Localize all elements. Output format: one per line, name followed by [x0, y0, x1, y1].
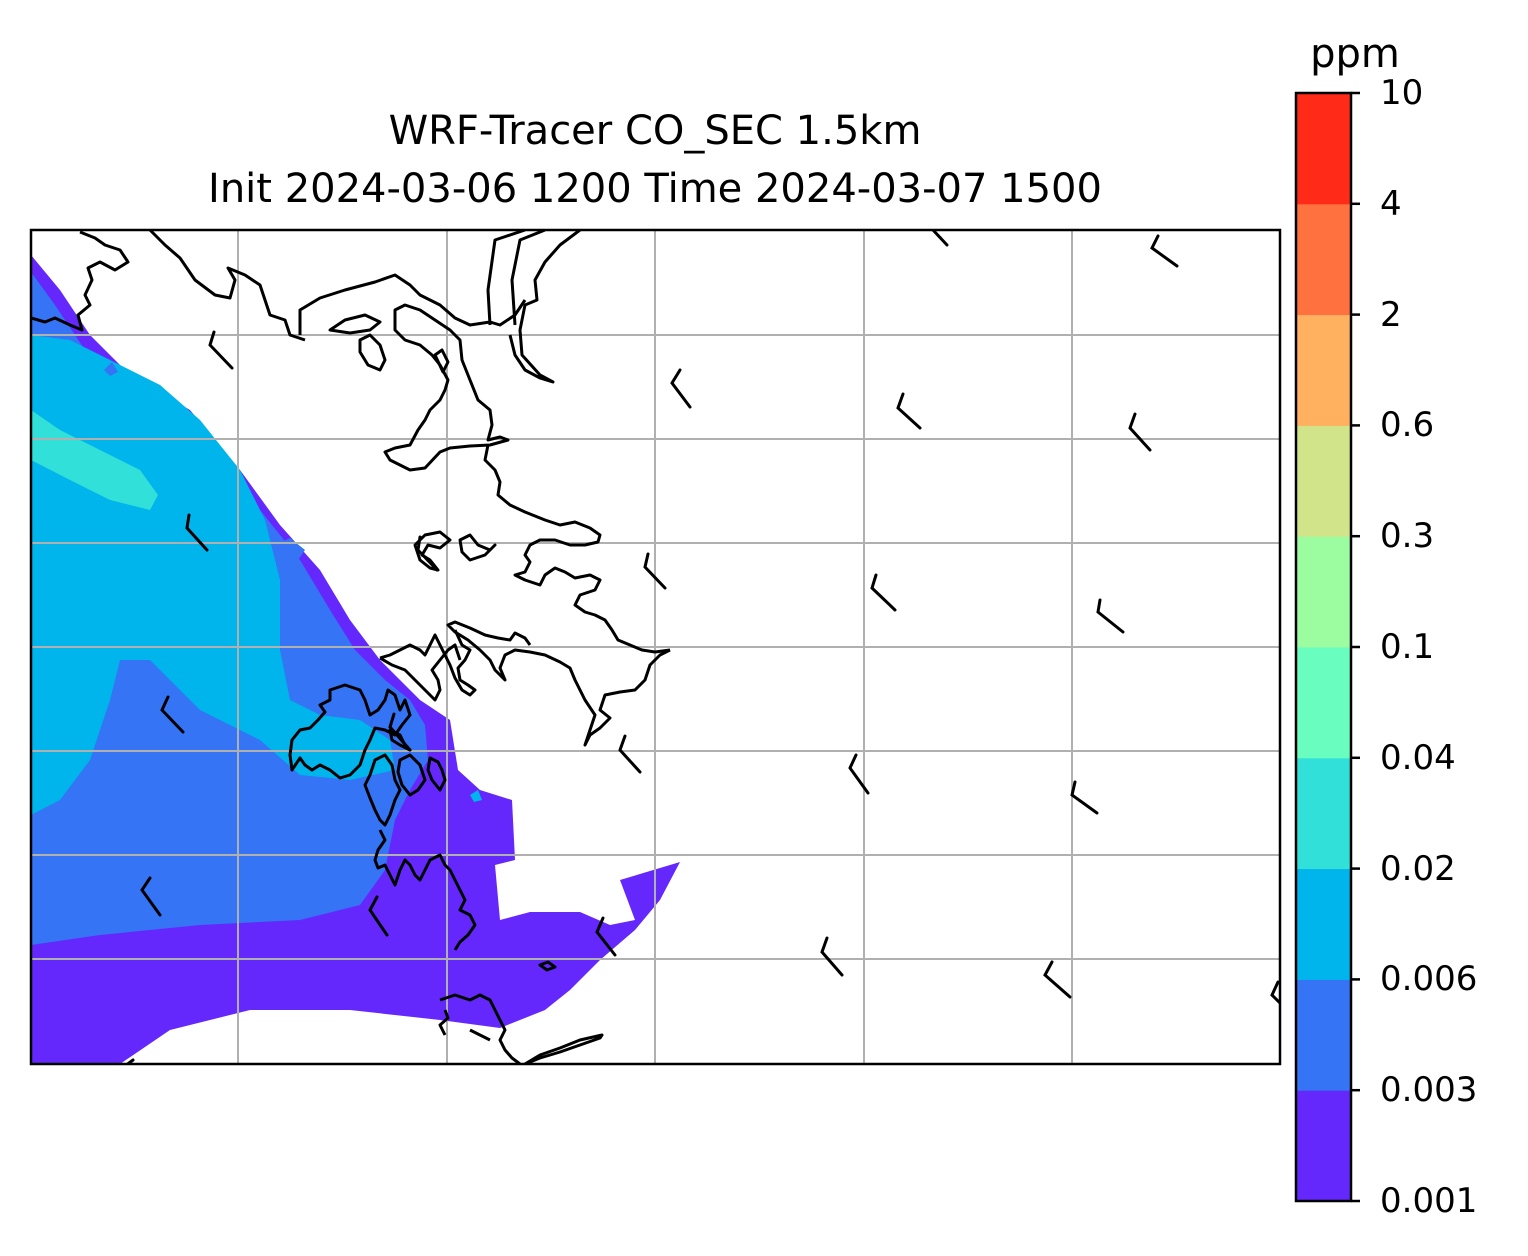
coastlines — [31, 230, 671, 1064]
wind-barb — [1043, 960, 1072, 999]
colorbar-segment — [1296, 647, 1351, 759]
wind-barbs — [125, 230, 1280, 1064]
colorbar-tick-label: 0.04 — [1380, 737, 1456, 778]
wind-barb — [896, 392, 922, 430]
gridlines — [31, 230, 1280, 1064]
wind-barb — [1096, 598, 1125, 634]
colorbar-segment — [1296, 93, 1351, 205]
wind-barb — [820, 936, 844, 977]
map-title-line1: WRF-Tracer CO_SEC 1.5km — [388, 108, 922, 154]
contour-band-0.006-bay — [470, 790, 482, 802]
wind-barb — [388, 712, 412, 752]
tracer-concentration-fill — [31, 255, 680, 1064]
wind-barb — [643, 552, 667, 590]
wind-barb — [931, 230, 949, 247]
wind-barb — [618, 734, 642, 774]
wind-barb — [870, 573, 897, 612]
colorbar-tick-label: 0.3 — [1380, 516, 1435, 557]
colorbar-unit-label: ppm — [1310, 31, 1400, 77]
colorbar-tick-label: 0.6 — [1380, 405, 1435, 446]
contour-band-0.02 — [31, 410, 158, 510]
wind-barb — [1270, 980, 1280, 1005]
wind-barb — [595, 916, 617, 957]
colorbar-segment — [1296, 868, 1351, 980]
wind-barb — [140, 876, 162, 917]
colorbar-tick-label: 0.003 — [1380, 1070, 1478, 1111]
map-frame — [29, 228, 1282, 1066]
wind-barb — [1070, 780, 1099, 815]
wind-barb — [1128, 412, 1152, 452]
wind-barb — [1150, 234, 1179, 268]
wind-barb — [368, 895, 389, 937]
wind-barb — [848, 753, 870, 795]
colorbar-tick-label: 0.1 — [1380, 627, 1435, 667]
colorbar-segment — [1296, 314, 1351, 426]
colorbar-tick-label: 10 — [1380, 73, 1424, 113]
colorbar-tick-label: 0.02 — [1380, 848, 1456, 889]
colorbar-segment — [1296, 979, 1351, 1091]
colorbar-segment — [1296, 1090, 1351, 1202]
colorbar-tick-label: 4 — [1380, 183, 1402, 224]
contour-band-0.003-island — [104, 362, 118, 376]
wind-barb — [670, 368, 692, 409]
wind-barb — [208, 330, 234, 370]
wind-barb — [160, 695, 185, 734]
map-title-line2: Init 2024-03-06 1200 Time 2024-03-07 150… — [208, 166, 1102, 212]
contour-band-0.006 — [31, 335, 395, 815]
colorbar — [1294, 91, 1360, 1203]
colorbar-segment — [1296, 203, 1351, 316]
wind-barb — [185, 513, 209, 552]
colorbar-tick-label: 0.006 — [1380, 959, 1478, 1000]
colorbar-segment — [1296, 757, 1351, 870]
wind-barb — [416, 535, 439, 572]
colorbar-tick-label: 0.001 — [1380, 1181, 1478, 1221]
map-panel — [29, 228, 1282, 1066]
colorbar-segment — [1296, 425, 1351, 537]
colorbar-segment — [1296, 536, 1351, 648]
colorbar-tick-label: 2 — [1380, 294, 1402, 335]
